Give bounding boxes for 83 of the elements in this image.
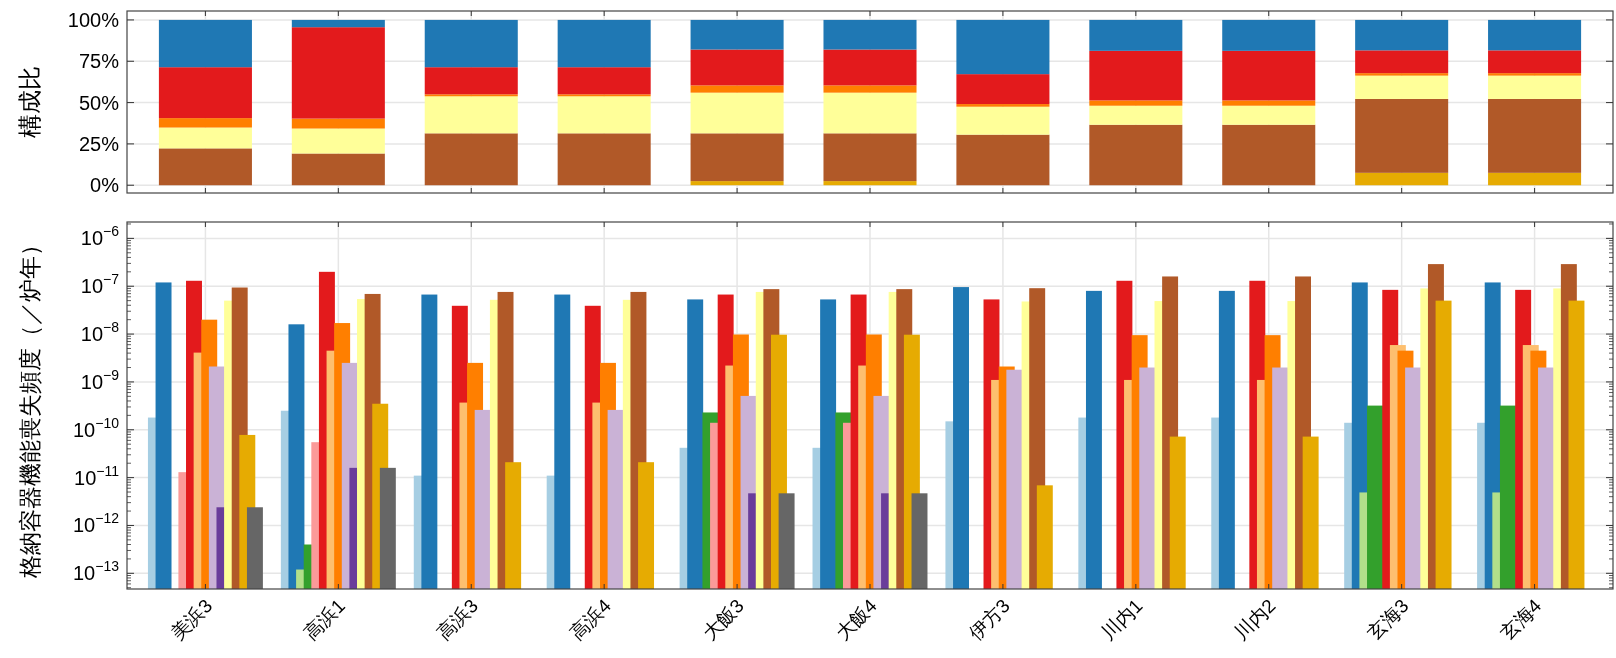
bar (823, 49, 917, 86)
bar (956, 106, 1050, 135)
bar (158, 67, 252, 119)
bar (1488, 75, 1582, 99)
bar (1355, 98, 1449, 173)
bar (1222, 124, 1316, 186)
bar (424, 96, 518, 134)
x-tick-label: 川内2 (1230, 594, 1280, 645)
x-tick-label: 大飯4 (831, 594, 882, 645)
bar (1488, 98, 1582, 173)
y-tick-label: 10$^{−13}$ (73, 558, 120, 585)
y-tick-label: 10$^{−9}$ (80, 366, 120, 393)
x-tick-label: 高浜3 (432, 594, 483, 645)
bar (557, 19, 651, 68)
y-tick-label: 10$^{−11}$ (74, 462, 120, 489)
bar (1488, 73, 1582, 76)
x-tick-label: 大飯3 (698, 594, 748, 645)
bar (1355, 19, 1449, 51)
bar (1089, 124, 1183, 186)
bar (291, 118, 385, 129)
bar (690, 49, 784, 86)
y-axis-title: 格納容器機能喪失頻度（／炉年） (17, 233, 43, 579)
bar (158, 127, 252, 149)
bar (1222, 100, 1316, 106)
bar (690, 133, 784, 182)
bar (690, 92, 784, 134)
bar (1222, 19, 1316, 51)
bar (1089, 100, 1183, 106)
bar (956, 104, 1050, 107)
bar (1089, 50, 1183, 101)
x-tick-label: 伊方3 (964, 594, 1014, 645)
x-tick-label: 川内1 (1097, 594, 1147, 645)
y-tick-label: 10$^{−6}$ (80, 223, 120, 250)
bar (1355, 50, 1449, 74)
bar (1488, 172, 1582, 186)
bar (956, 134, 1050, 186)
bar (690, 181, 784, 186)
x-tick-label: 玄海4 (1496, 594, 1546, 645)
x-tick-label: 高浜1 (299, 594, 350, 645)
bar (1355, 75, 1449, 99)
bar (424, 133, 518, 186)
y-tick-label: 75% (78, 50, 120, 73)
y-tick-label: 10$^{−8}$ (80, 319, 120, 346)
y-tick-label: 0% (90, 174, 120, 197)
bar (158, 148, 252, 186)
bar (1089, 19, 1183, 51)
bar (158, 19, 252, 68)
bar (158, 118, 252, 128)
bar (557, 133, 651, 186)
bar (557, 67, 651, 95)
bar (823, 133, 917, 182)
bar (1355, 73, 1449, 76)
bar (291, 128, 385, 154)
bar (823, 92, 917, 134)
bar (823, 19, 917, 50)
x-tick-label: 高浜4 (565, 594, 616, 645)
y-tick-label: 10$^{−7}$ (80, 271, 120, 298)
y-tick-label: 10$^{−10}$ (73, 414, 120, 441)
bar (690, 19, 784, 50)
bar (1222, 105, 1316, 125)
y-tick-label: 100% (67, 8, 120, 31)
bar (956, 19, 1050, 75)
bar (557, 96, 651, 134)
bar (424, 67, 518, 95)
bar (1222, 50, 1316, 101)
bar (823, 181, 917, 186)
bar (1488, 50, 1582, 74)
bar (823, 85, 917, 93)
bar (1089, 105, 1183, 125)
bar (690, 85, 784, 93)
bar (1355, 172, 1449, 186)
x-tick-label: 美浜3 (167, 594, 217, 645)
y-axis-title: 構成比 (16, 66, 43, 138)
y-tick-label: 25% (78, 132, 120, 155)
bar (291, 153, 385, 186)
y-tick-label: 50% (78, 91, 120, 114)
x-tick-label: 玄海3 (1363, 594, 1413, 645)
bar (1488, 19, 1582, 51)
bar (956, 74, 1050, 105)
bar (424, 19, 518, 68)
bar (291, 19, 385, 28)
bar (291, 27, 385, 119)
y-tick-label: 10$^{−12}$ (73, 510, 120, 537)
